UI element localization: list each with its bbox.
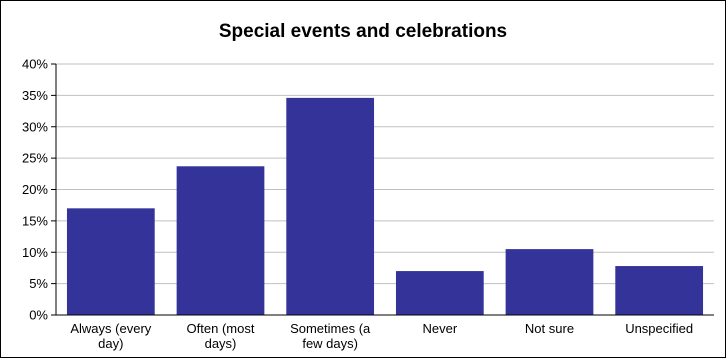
y-tick-label: 35% [22,88,48,103]
x-category-label-line: Not sure [525,321,574,336]
x-category-label-line: day) [98,336,123,351]
bar [286,97,375,315]
y-tick-label: 30% [22,119,48,134]
x-category-label-line: Sometimes (a [290,321,371,336]
bar [505,249,594,315]
x-category-label: Not sure [525,321,574,336]
y-tick-label: 40% [22,57,48,72]
bars [66,97,704,315]
x-category-label-line: days) [205,336,237,351]
chart-title: Special events and celebrations [218,21,508,42]
axes [51,63,714,316]
x-category-label: Always (every day) [70,321,151,351]
y-tick-label: 15% [22,213,48,228]
x-category-label-line: Never [422,321,457,336]
x-category-label: Unspecified [625,321,693,336]
x-category-label: Sometimes (a few days) [290,321,371,351]
x-category-label: Often (most days) [187,321,255,351]
x-category-label-line: few days) [302,336,358,351]
bar [176,166,265,315]
y-tick-label: 20% [22,182,48,197]
x-category-label: Never [422,321,457,336]
y-tick-label: 10% [22,245,48,260]
bar [66,208,155,315]
x-category-label-line: Always (every [70,321,151,336]
y-tick-label: 25% [22,151,48,166]
x-category-label-line: Unspecified [625,321,693,336]
bar [395,271,484,315]
gridlines [56,63,714,285]
labels: 0%5%10%15%20%25%30%35%40%Always (every da… [22,57,693,352]
y-tick-label: 0% [29,308,48,323]
bar [615,266,704,315]
y-tick-label: 5% [29,276,48,291]
x-category-label-line: Often (most [187,321,255,336]
